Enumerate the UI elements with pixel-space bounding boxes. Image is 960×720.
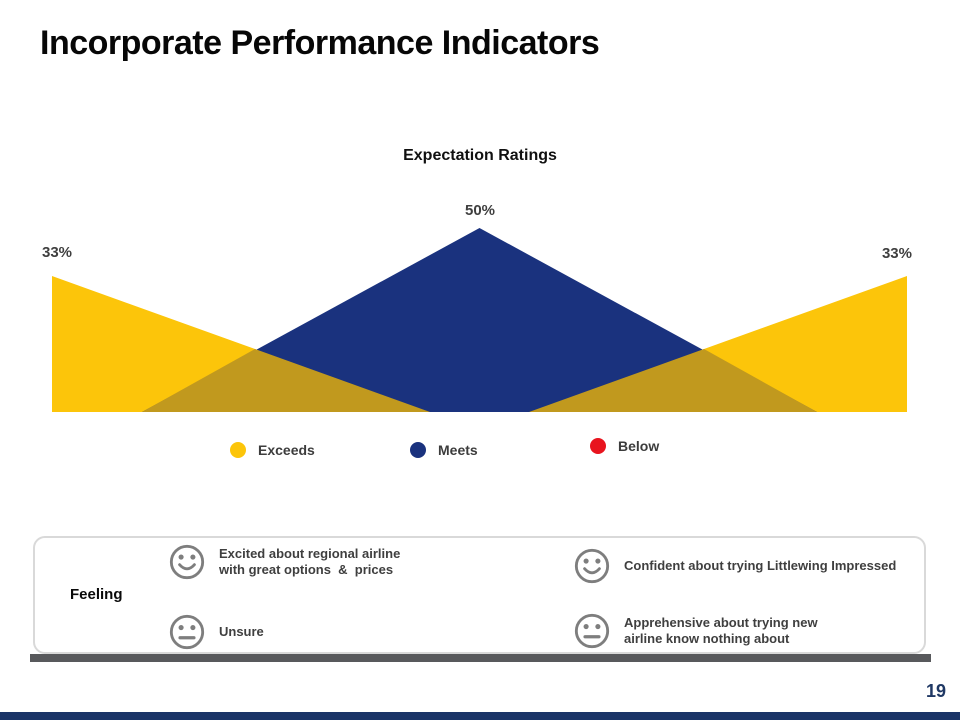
legend-item-below: Below [590, 438, 659, 454]
feeling-text-apprehensive: Apprehensive about trying new airline kn… [624, 615, 818, 646]
feeling-text-excited: Excited about regional airline with grea… [219, 546, 401, 577]
exceeds-right-value-label: 33% [881, 245, 912, 262]
legend-item-exceeds: Exceeds [230, 442, 315, 458]
feeling-item-confident: Confident about trying Littlewing Impres… [573, 547, 896, 585]
neutral-face-icon [169, 614, 205, 650]
feeling-text-unsure: Unsure [219, 624, 264, 639]
page-number: 19 [925, 681, 946, 701]
meets-center-triangle [142, 228, 817, 412]
feeling-item-excited: Excited about regional airline with grea… [168, 543, 400, 581]
neutral-face-icon [574, 613, 610, 649]
legend-label-exceeds: Exceeds [258, 442, 315, 458]
meets-legend-dot-icon [410, 442, 426, 458]
feeling-panel-label: Feeling [70, 586, 123, 603]
overlap-left-wedge [142, 349, 430, 412]
overlap-right-wedge [529, 349, 817, 412]
happy-face-icon [169, 544, 205, 580]
page-title: Incorporate Performance Indicators [40, 24, 600, 62]
feeling-panel: Feeling Excited about regional airline w… [33, 536, 926, 654]
legend-label-below: Below [618, 438, 660, 454]
feeling-item-unsure: Unsure [168, 613, 264, 651]
below-legend-dot-icon [590, 438, 606, 454]
exceeds-legend-dot-icon [230, 442, 246, 458]
panel-bottom-bar [30, 654, 931, 662]
chart-title: Expectation Ratings [403, 147, 557, 164]
legend-item-meets: Meets [410, 442, 478, 458]
footer-accent-bar [0, 712, 960, 720]
feeling-item-apprehensive: Apprehensive about trying new airline kn… [573, 612, 818, 650]
expectation-ratings-chart [52, 228, 907, 412]
feeling-text-confident: Confident about trying Littlewing Impres… [624, 558, 897, 573]
meets-value-label: 50% [464, 202, 496, 219]
legend-label-meets: Meets [438, 442, 478, 458]
happy-face-icon [574, 548, 610, 584]
exceeds-left-value-label: 33% [42, 244, 73, 261]
